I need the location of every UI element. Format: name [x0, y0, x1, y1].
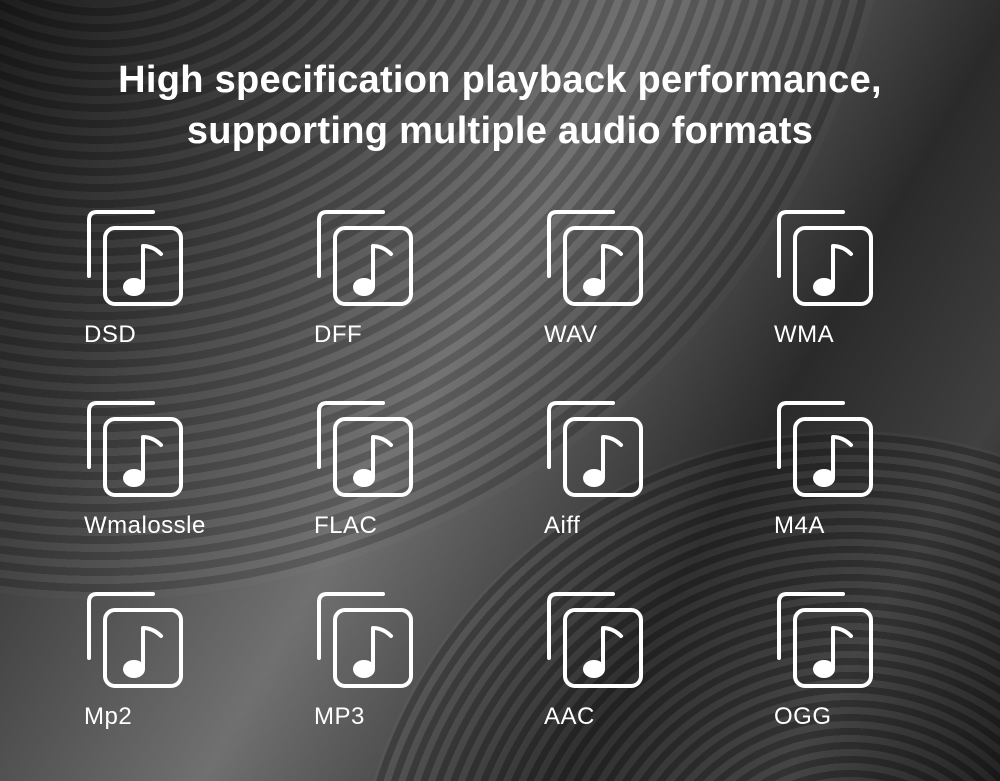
format-cell: FLAC — [310, 394, 460, 540]
format-cell: MP3 — [310, 585, 460, 731]
format-label: M4A — [770, 512, 825, 540]
stacked-music-file-icon — [540, 203, 650, 313]
format-cell: Wmalossle — [80, 394, 230, 540]
stacked-music-file-icon — [310, 394, 420, 504]
page-title: High specification playback performance,… — [70, 55, 930, 158]
format-cell: WAV — [540, 203, 690, 349]
format-cell: DSD — [80, 203, 230, 349]
stacked-music-file-icon — [540, 585, 650, 695]
format-cell: OGG — [770, 585, 920, 731]
format-label: OGG — [770, 703, 832, 731]
stacked-music-file-icon — [80, 394, 190, 504]
heading-line-1: High specification playback performance, — [118, 59, 882, 101]
stacked-music-file-icon — [310, 585, 420, 695]
format-label: Mp2 — [80, 703, 132, 731]
format-label: WAV — [540, 321, 598, 349]
stacked-music-file-icon — [770, 394, 880, 504]
content-area: High specification playback performance,… — [0, 0, 1000, 781]
format-label: FLAC — [310, 512, 377, 540]
format-label: DFF — [310, 321, 362, 349]
format-cell: M4A — [770, 394, 920, 540]
format-label: WMA — [770, 321, 834, 349]
format-label: AAC — [540, 703, 595, 731]
format-label: Aiff — [540, 512, 580, 540]
format-cell: WMA — [770, 203, 920, 349]
format-label: MP3 — [310, 703, 365, 731]
heading-line-2: supporting multiple audio formats — [187, 110, 813, 152]
format-cell: DFF — [310, 203, 460, 349]
format-cell: AAC — [540, 585, 690, 731]
stacked-music-file-icon — [770, 585, 880, 695]
format-cell: Aiff — [540, 394, 690, 540]
formats-grid: DSD DFF WAV WMA Wmalossle — [70, 203, 930, 731]
format-label: DSD — [80, 321, 136, 349]
stacked-music-file-icon — [540, 394, 650, 504]
format-label: Wmalossle — [80, 512, 206, 540]
format-cell: Mp2 — [80, 585, 230, 731]
stacked-music-file-icon — [80, 585, 190, 695]
stacked-music-file-icon — [80, 203, 190, 313]
stacked-music-file-icon — [770, 203, 880, 313]
stacked-music-file-icon — [310, 203, 420, 313]
